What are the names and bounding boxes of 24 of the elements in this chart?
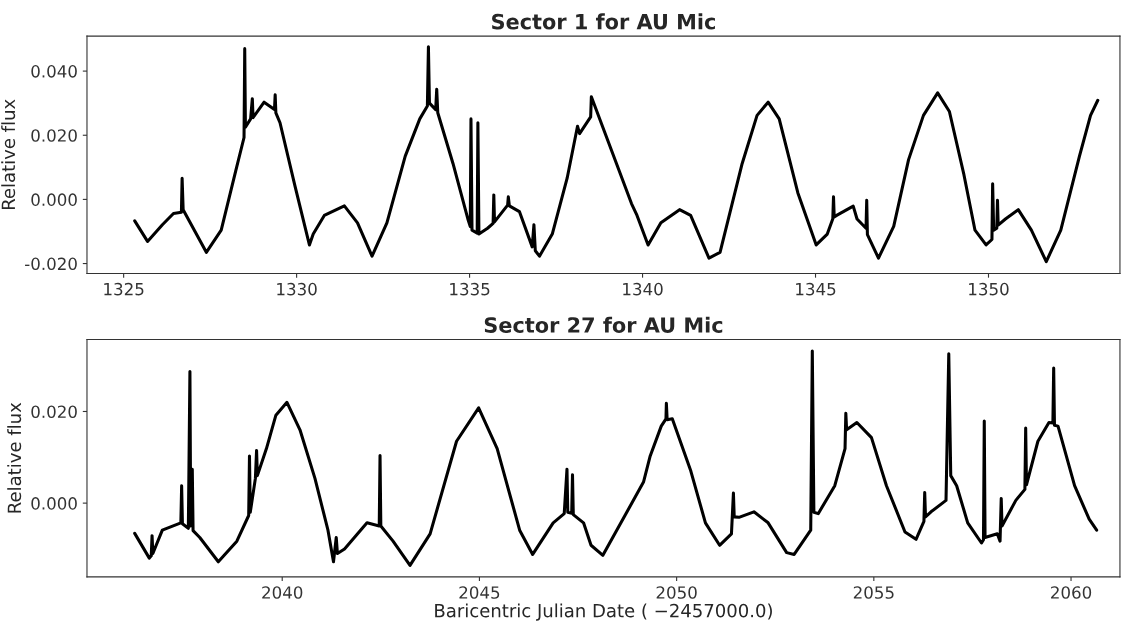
chart-title: Sector 27 for AU Mic xyxy=(484,316,723,333)
y-tick-label: 0.020 xyxy=(31,129,77,142)
x-tick-label: 1345 xyxy=(796,282,836,296)
x-tick-label: 2060 xyxy=(1051,586,1092,599)
line-series xyxy=(133,349,1099,567)
x-tick-label: 2040 xyxy=(262,586,303,599)
x-tick-label: 1350 xyxy=(969,282,1009,296)
chart-title: Sector 1 for AU Mic xyxy=(492,13,715,30)
y-tick-label: 0.000 xyxy=(31,497,77,510)
x-tick-label: 2050 xyxy=(656,586,697,599)
x-axis-title: Baricentric Julian Date ( −2457000.0) xyxy=(435,603,772,621)
x-tick-label: 2045 xyxy=(459,586,500,599)
line-series xyxy=(133,45,1100,264)
x-tick-label: 2055 xyxy=(853,586,894,599)
y-tick-label: 0.020 xyxy=(31,405,77,419)
y-tick-label: 0.000 xyxy=(31,193,77,206)
y-tick-label: 0.040 xyxy=(31,65,77,78)
x-tick-label: 1335 xyxy=(450,282,490,296)
x-tick-label: 1340 xyxy=(623,282,663,296)
x-tick-label: 1325 xyxy=(104,282,144,296)
y-axis-title: Relative flux xyxy=(7,402,22,513)
y-axis-title: Relative flux xyxy=(1,99,16,210)
x-tick-label: 1330 xyxy=(277,282,317,296)
y-tick-label: -0.020 xyxy=(25,257,77,271)
